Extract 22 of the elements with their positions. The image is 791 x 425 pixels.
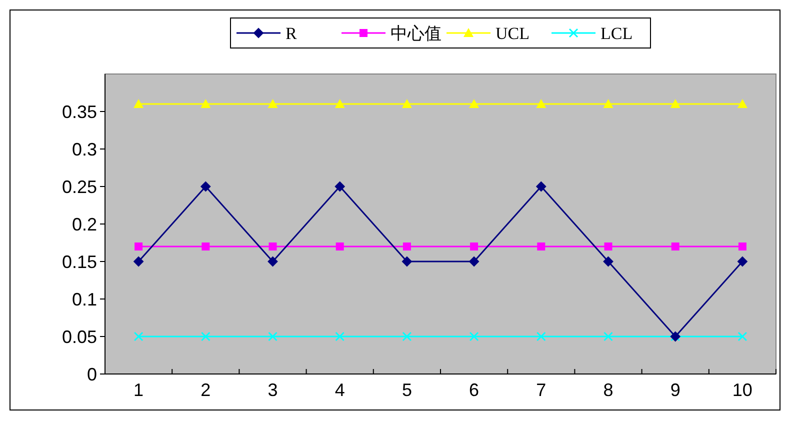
x-tick-label: 9 — [670, 380, 680, 400]
x-tick-label: 7 — [536, 380, 546, 400]
y-tick-label: 0.25 — [62, 176, 97, 197]
y-tick-label: 0.05 — [62, 326, 97, 347]
x-tick-label: 1 — [134, 380, 144, 400]
legend-label: R — [286, 24, 298, 43]
y-tick-label: 0 — [86, 364, 97, 384]
y-tick-label: 0.35 — [62, 102, 97, 122]
y-tick-label: 0.2 — [72, 214, 97, 234]
legend-label: LCL — [600, 24, 633, 43]
y-tick-label: 0.15 — [62, 252, 97, 272]
x-tick-label: 5 — [402, 380, 412, 400]
x-tick-label: 4 — [334, 380, 345, 400]
legend-label: UCL — [496, 24, 530, 43]
x-tick-label: 6 — [469, 380, 480, 400]
y-tick-label: 0.3 — [72, 139, 97, 160]
x-tick-label: 2 — [200, 380, 211, 400]
legend-label: 中心值 — [390, 24, 442, 43]
y-tick-label: 0.1 — [72, 289, 97, 310]
x-tick-label: 8 — [603, 380, 614, 400]
x-tick-label: 10 — [732, 380, 752, 400]
x-tick-label: 3 — [268, 380, 278, 400]
